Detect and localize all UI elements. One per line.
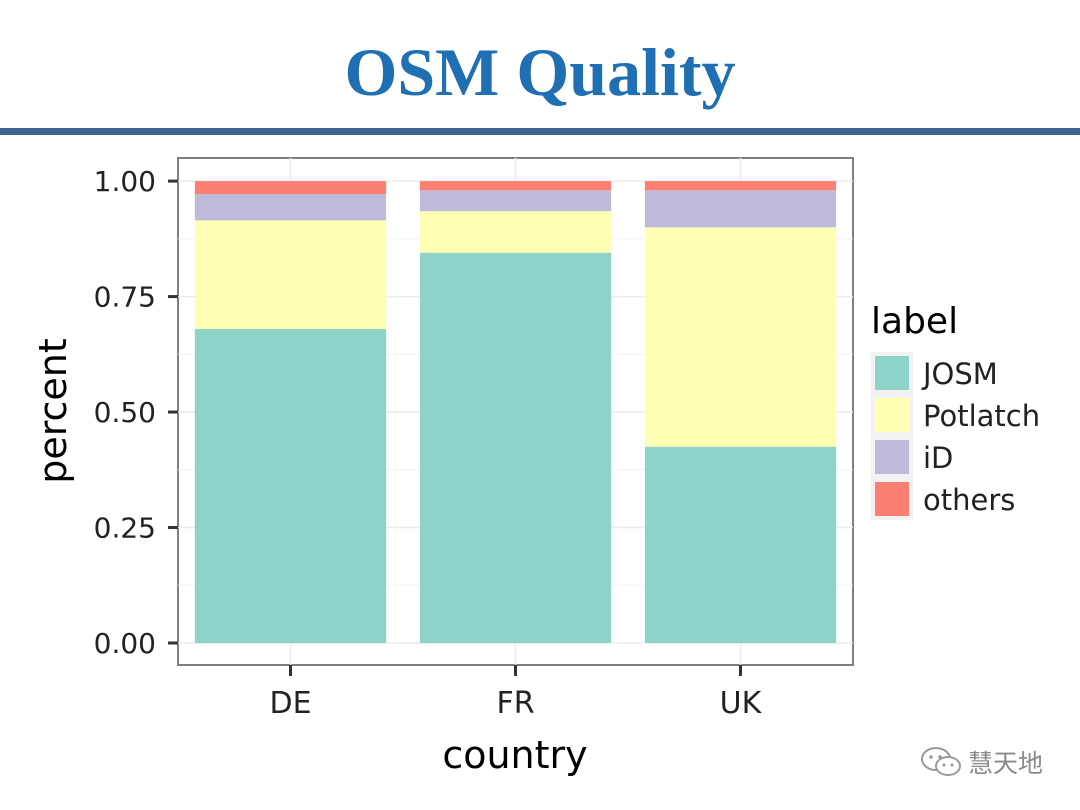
x-tick-label: FR <box>496 686 534 721</box>
legend-swatch-others <box>875 482 909 516</box>
y-tick-label: 1.00 <box>94 165 156 198</box>
legend-swatch-iD <box>875 440 909 474</box>
y-axis-title: percent <box>31 338 75 484</box>
bar-UK-iD <box>644 190 837 228</box>
bar-UK-JOSM <box>644 446 837 643</box>
slide-title: OSM Quality <box>344 34 736 110</box>
x-axis: DE FR UK <box>269 665 763 721</box>
bar-FR-others <box>419 181 612 191</box>
legend-swatch-JOSM <box>875 356 909 390</box>
bar-FR-JOSM <box>419 252 612 643</box>
watermark-text: 慧天地 <box>968 749 1044 778</box>
legend-label-iD: iD <box>923 441 953 475</box>
y-tick-label: 0.00 <box>94 627 156 660</box>
legend-label-JOSM: JOSM <box>921 357 998 391</box>
bar-UK-others <box>644 181 837 191</box>
y-axis: 0.00 0.25 0.50 0.75 1.00 <box>94 165 178 660</box>
legend-label-Potlatch: Potlatch <box>923 399 1040 433</box>
watermark: 慧天地 <box>920 742 1043 782</box>
legend-label-others: others <box>923 483 1015 517</box>
y-tick-label: 0.25 <box>94 512 156 545</box>
legend: label JOSM Potlatch iD others <box>871 301 1040 520</box>
bar-DE-others <box>194 181 387 195</box>
bar-DE-Potlatch <box>194 220 387 329</box>
bar-DE-JOSM <box>194 328 387 643</box>
y-tick-label: 0.75 <box>94 281 156 314</box>
legend-swatch-Potlatch <box>875 398 909 432</box>
title-divider <box>0 128 1080 135</box>
bar-UK-Potlatch <box>644 227 837 447</box>
bars <box>194 181 837 643</box>
bar-FR-Potlatch <box>419 211 612 253</box>
y-tick-label: 0.50 <box>94 396 156 429</box>
x-tick-label: UK <box>720 686 763 721</box>
bar-DE-iD <box>194 194 387 221</box>
legend-title: label <box>871 301 958 342</box>
x-tick-label: DE <box>269 686 311 721</box>
bar-FR-iD <box>419 190 612 212</box>
wechat-icon <box>921 747 961 776</box>
x-axis-title: country <box>442 733 587 777</box>
